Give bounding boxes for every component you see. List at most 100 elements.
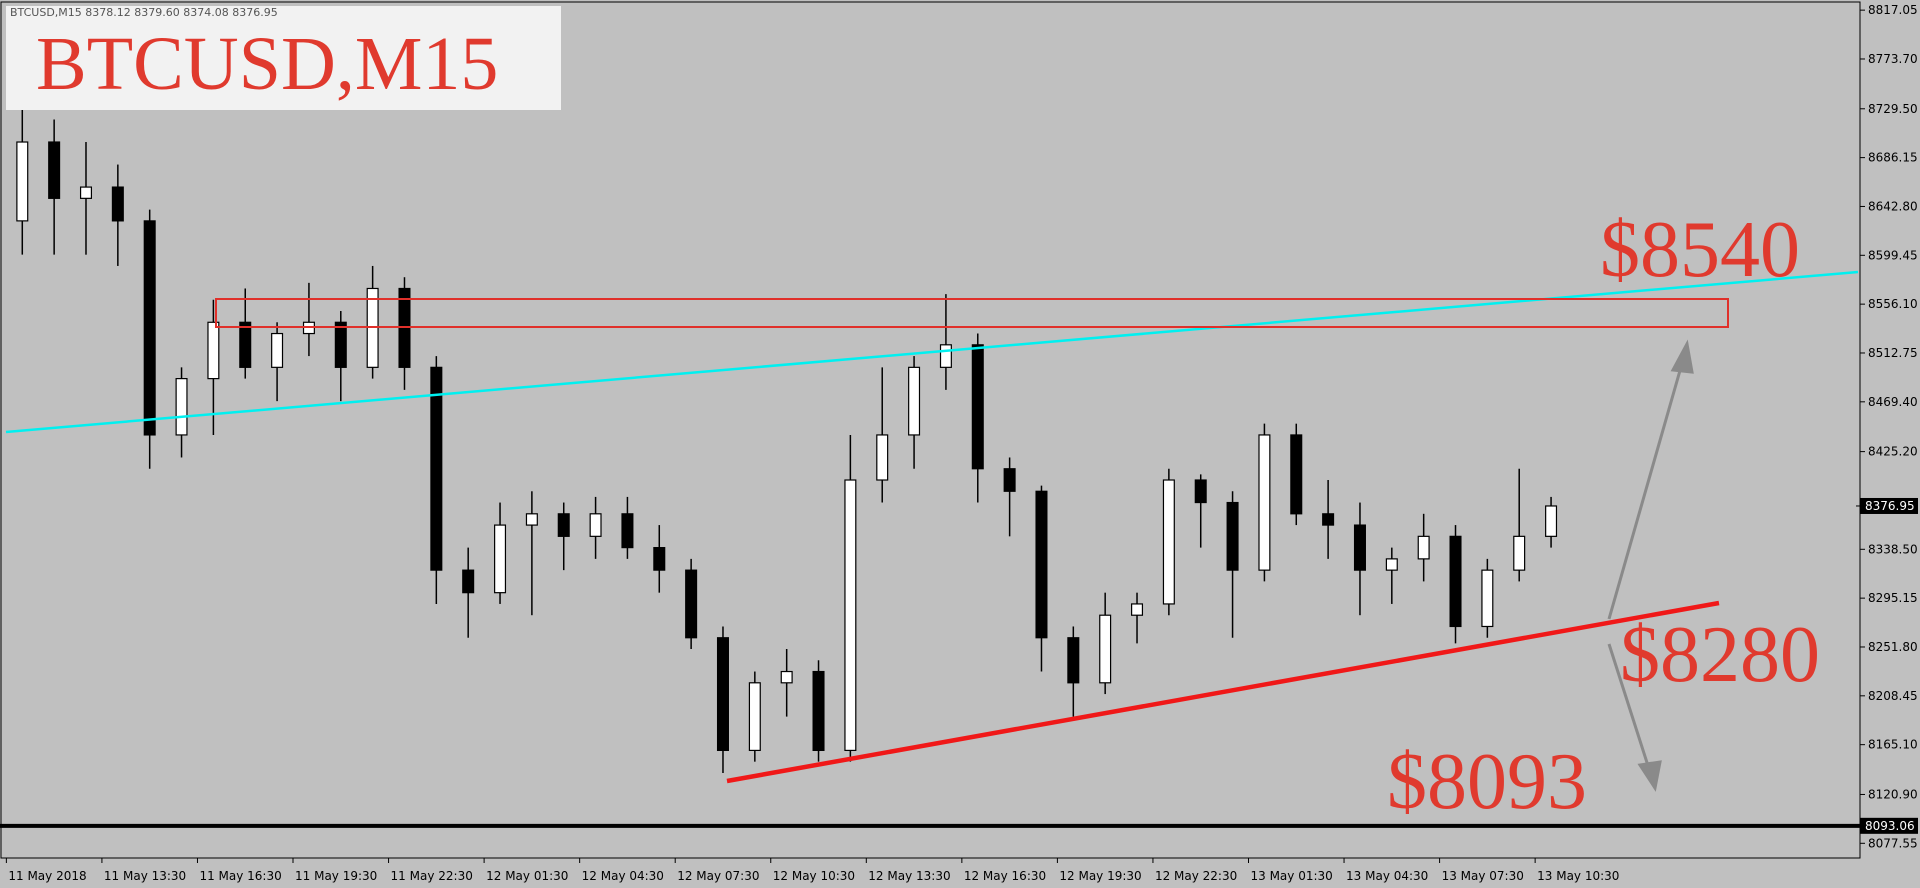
- y-tick-label: 8165.10: [1868, 738, 1918, 752]
- x-tick-label: 13 May 07:30: [1442, 869, 1524, 883]
- candle-body: [621, 513, 634, 549]
- x-tick-label: 12 May 16:30: [964, 869, 1046, 883]
- x-tick-label: 12 May 01:30: [486, 869, 568, 883]
- title: BTCUSD,M15: [36, 22, 498, 106]
- candle-body: [1545, 505, 1558, 537]
- overlay: 8093.06 8376.95: [0, 497, 1918, 834]
- candle-body: [876, 434, 889, 481]
- downside-label: $8093: [1387, 738, 1587, 826]
- x-tick-label: 12 May 19:30: [1059, 869, 1141, 883]
- candle-body: [430, 366, 443, 571]
- y-tick-label: 8512.75: [1868, 346, 1918, 360]
- candle-body: [1449, 535, 1462, 628]
- candle-body: [939, 344, 952, 368]
- candle-body: [271, 332, 284, 368]
- current-price-label: 8376.95: [1865, 499, 1915, 513]
- axes: 8817.05 8773.70 8729.50 8686.15 8642.80 8599.…: [5, 3, 1918, 883]
- y-tick-label: 8556.10: [1868, 297, 1918, 311]
- level-price-box: [1860, 817, 1918, 834]
- support-label: $8280: [1620, 611, 1820, 699]
- current-price-box: [1860, 497, 1918, 514]
- candle-body: [716, 637, 729, 752]
- candle-body: [1385, 558, 1398, 571]
- x-tick-label: 13 May 10:30: [1537, 869, 1619, 883]
- arrow-up: [1607, 359, 1685, 620]
- x-tick-label: 11 May 22:30: [391, 869, 473, 883]
- candle-body: [653, 547, 666, 571]
- arrow-head: [1670, 339, 1694, 374]
- y-tick-label: 8817.05: [1868, 3, 1918, 17]
- candle-body: [1067, 637, 1080, 684]
- candle-body: [334, 321, 347, 368]
- candle-body: [685, 569, 698, 639]
- x-tick-label: 13 May 04:30: [1346, 869, 1428, 883]
- candle-body: [557, 513, 570, 537]
- arrow-head: [1637, 760, 1662, 792]
- candle-body: [971, 344, 984, 470]
- y-tick-label: 8729.50: [1868, 102, 1918, 116]
- x-tick-label: 12 May 04:30: [582, 869, 664, 883]
- forecast-arrows: [1607, 339, 1694, 792]
- candle-body: [1035, 490, 1048, 639]
- candle-body: [589, 513, 602, 537]
- y-tick-label: 8295.15: [1868, 591, 1918, 605]
- candle-body: [1226, 501, 1239, 571]
- candle-body: [239, 321, 252, 368]
- candle-body: [207, 321, 220, 380]
- y-tick-label: 8599.45: [1868, 248, 1918, 262]
- candle-body: [1194, 479, 1207, 504]
- candle-body: [1131, 603, 1144, 616]
- level-price-label: 8093.06: [1865, 819, 1915, 833]
- x-tick-label: 12 May 13:30: [868, 869, 950, 883]
- candle-body: [1513, 535, 1526, 571]
- target-label: $8540: [1600, 206, 1800, 294]
- y-tick-label: 8642.80: [1868, 199, 1918, 213]
- x-tick-label: 11 May 19:30: [295, 869, 377, 883]
- candle-body: [1481, 569, 1494, 628]
- candle-body: [748, 682, 761, 752]
- x-tick-label: 11 May 13:30: [104, 869, 186, 883]
- x-tick-label: 12 May 10:30: [773, 869, 855, 883]
- candle-body: [48, 141, 61, 199]
- candle-body: [175, 378, 188, 436]
- candle-body: [143, 220, 156, 436]
- candle-body: [1162, 479, 1175, 605]
- y-tick-label: 8469.40: [1868, 395, 1918, 409]
- y-tick-label: 8686.15: [1868, 151, 1918, 165]
- y-tick-label: 8251.80: [1868, 640, 1918, 654]
- y-tick-label: 8208.45: [1868, 689, 1918, 703]
- y-tick-label: 8338.50: [1868, 542, 1918, 556]
- x-tick-label: 12 May 07:30: [677, 869, 759, 883]
- y-tick-label: 8120.90: [1868, 787, 1918, 801]
- header-text: BTCUSD,M15 8378.12 8379.60 8374.08 8376.…: [10, 6, 278, 19]
- candle-body: [1417, 535, 1430, 560]
- candle-body: [494, 524, 507, 594]
- title-box: [6, 6, 561, 110]
- candle-body: [1099, 614, 1112, 684]
- y-tick-label: 8077.55: [1868, 836, 1918, 850]
- x-tick-label: 13 May 01:30: [1250, 869, 1332, 883]
- candle-body: [111, 186, 124, 222]
- y-tick-label: 8425.20: [1868, 445, 1918, 459]
- plot-frame: [0, 1, 1861, 859]
- candle-body: [844, 479, 857, 752]
- candle-body: [1258, 434, 1271, 571]
- x-tick-label: 12 May 22:30: [1155, 869, 1237, 883]
- candle-body: [1003, 468, 1016, 492]
- y-tick-label: 8773.70: [1868, 52, 1918, 66]
- x-tick-label: 11 May 16:30: [199, 869, 281, 883]
- resistance-zone: [215, 298, 1729, 328]
- candle-body: [16, 141, 29, 222]
- support-trendline: [726, 600, 1720, 784]
- candle-body: [908, 366, 921, 436]
- arrow-down: [1607, 643, 1652, 773]
- candle-body: [812, 670, 825, 752]
- candle-body: [780, 670, 793, 684]
- x-tick-label: 11 May 2018: [8, 869, 86, 883]
- candle-body: [1290, 434, 1303, 515]
- candle-body: [79, 186, 93, 199]
- candle-body: [525, 513, 538, 526]
